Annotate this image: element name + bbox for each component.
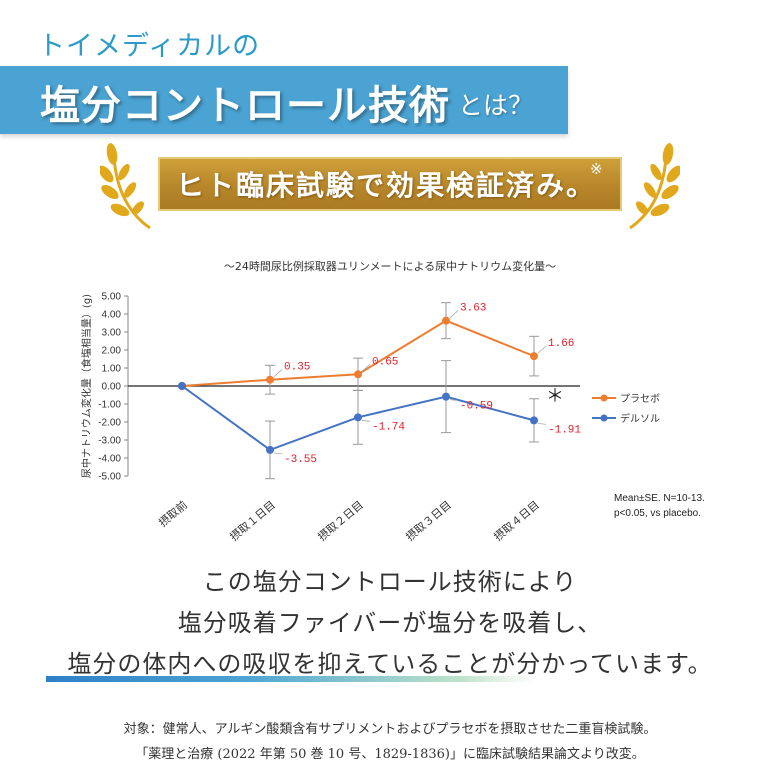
clinical-badge-label: ヒト臨床試験で効果検証済み。	[176, 169, 597, 202]
footnote-line-1: 対象：健常人、アルギン酸類含有サプリメントおよびプラセボを摂取させた二重盲検試験…	[123, 722, 657, 737]
message-underline	[46, 676, 534, 682]
y-tick-label: 0.00	[102, 382, 122, 393]
data-point	[266, 375, 274, 384]
badge-footnote-mark: ※	[590, 160, 603, 178]
label-leader	[449, 399, 459, 402]
x-tick-label: 摂取１日目	[227, 498, 278, 544]
label-leader	[361, 419, 371, 422]
legend-marker	[600, 394, 608, 402]
y-tick-label: -2.00	[98, 418, 121, 429]
y-tick-label: 4.00	[102, 310, 122, 321]
data-label: 1.66	[548, 338, 574, 350]
chart-note-line1: Mean±SE. N=10-13.	[614, 493, 705, 504]
y-tick-label: -5.00	[98, 472, 121, 483]
y-tick-label: -4.00	[98, 454, 121, 465]
data-point	[178, 382, 186, 390]
y-tick-label: 1.00	[102, 364, 122, 375]
legend-label: プラセボ	[620, 393, 660, 405]
sodium-change-chart: 5.00 4.00 3.00 2.00 1.00 0.00 -1.00 -2.00 -3.00 -…	[80, 292, 660, 544]
chart-note: Mean±SE. N=10-13. p<0.05, vs placebo.	[614, 491, 705, 521]
chart-note-line2: p<0.05, vs placebo.	[614, 508, 702, 519]
data-label: 0.65	[372, 356, 398, 368]
legend-marker	[600, 414, 608, 422]
clinical-badge	[158, 157, 622, 211]
x-tick-label: 摂取３日目	[403, 498, 454, 544]
message-line-2: 塩分吸着ファイバーが塩分を吸着し、	[177, 609, 603, 637]
chart-title: ～24時間尿比例採取器ユリンメートによる尿中ナトリウム変化量～	[223, 260, 557, 273]
message-line-3: 塩分の体内への吸収を抑えていることが分かっています。	[67, 650, 713, 678]
brand-heading: トイメディカルの	[38, 31, 261, 62]
y-tick-label: 2.00	[102, 346, 122, 357]
y-tick-label: -3.00	[98, 436, 121, 447]
data-label: -1.74	[372, 421, 405, 433]
y-tick-label: 5.00	[102, 292, 122, 303]
label-leader	[449, 310, 459, 318]
page-title: 塩分コントロール技術	[40, 82, 450, 129]
data-label: -1.91	[548, 424, 581, 436]
page-title-suffix: とは？	[458, 91, 534, 120]
data-point	[530, 416, 538, 425]
y-tick-label: -1.00	[98, 400, 121, 411]
message-line-1: この塩分コントロール技術により	[202, 568, 578, 596]
laurel-right-icon	[629, 143, 680, 230]
y-tick-label: 3.00	[102, 328, 122, 339]
label-leader	[273, 369, 283, 378]
title-band	[0, 66, 568, 134]
x-tick-label: 摂取２日目	[315, 498, 366, 544]
label-leader	[537, 345, 547, 354]
significance-mark: ＊	[546, 386, 564, 407]
data-point	[354, 370, 362, 379]
data-point	[354, 413, 362, 422]
data-label: 3.63	[460, 303, 486, 315]
data-label: -0.59	[460, 401, 493, 413]
label-leader	[361, 363, 371, 372]
data-point	[530, 352, 538, 361]
x-tick-label: 摂取前	[156, 498, 190, 530]
y-axis-label: 尿中ナトリウム変化量（食塩相当量）(g)	[80, 294, 93, 478]
label-leader	[537, 422, 547, 425]
label-leader	[273, 452, 283, 455]
laurel-left-icon	[100, 143, 151, 230]
data-label: -3.55	[284, 454, 317, 466]
data-point	[442, 392, 450, 401]
data-label: 0.35	[284, 362, 310, 374]
x-tick-label: 摂取４日目	[491, 498, 542, 544]
data-point	[266, 445, 274, 454]
footnote-line-2: 「薬理と治療 (2022 年第 50 巻 10 号、1829-1836)」に臨床…	[135, 747, 645, 762]
legend-label: デルソル	[620, 412, 660, 425]
data-point	[442, 316, 450, 325]
